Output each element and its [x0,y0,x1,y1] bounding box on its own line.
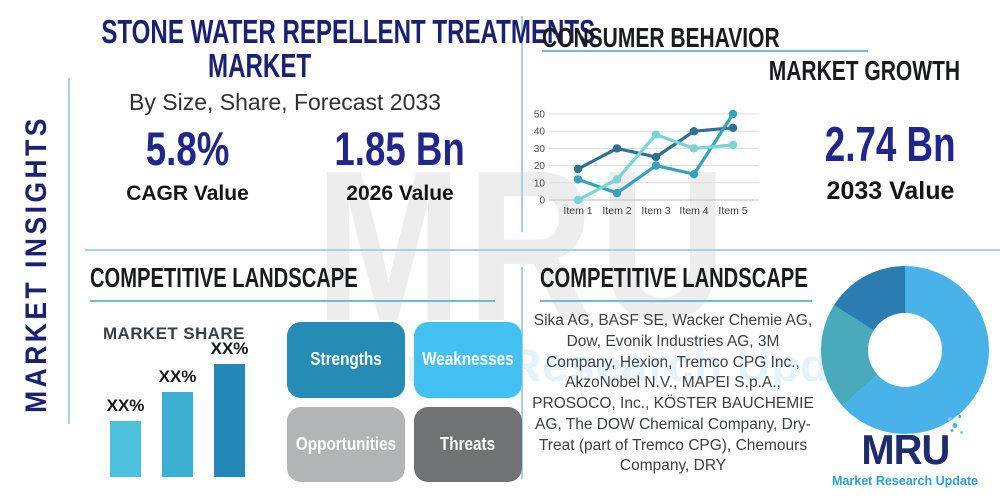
bar-column: XX% [159,367,196,477]
base-year-label: 2026 Value [346,182,454,206]
market-growth-line-chart: 0 10 20 30 40 50 Item 1 Item 2 Item 3 Item 4 Item … [534,109,759,217]
cagr-label: CAGR Value [126,182,249,206]
x-tick-label: Item 5 [718,205,747,217]
mru-logo: MRU Market Research Update [827,415,983,488]
swot-box-label: Threats [440,433,496,454]
left-vertical-divider [68,78,70,424]
y-tick-label: 50 [534,110,546,121]
competitive-landscape-left-heading-text: COMPETITIVE LANDSCAPE [90,262,358,293]
series-light-aqua-point [573,195,583,205]
base-year-stat: 1.85 Bn 2026 Value [295,124,505,206]
bar [214,364,245,477]
series-medium-teal-point [573,175,583,184]
series-medium-teal-point [612,188,622,198]
swot-box-weaknesses: Weaknesses [414,322,522,398]
y-tick-label: 20 [534,161,546,172]
consumer-behavior-heading-text: CONSUMER BEHAVIOR [542,22,780,53]
company-list: Sika AG, BASF SE, Wacker Chemie AG, Dow,… [532,312,814,475]
bubble-icon [959,431,963,434]
competitive-landscape-right-heading-text: COMPETITIVE LANDSCAPE [540,262,808,293]
swot-grid: Strengths Weaknesses Opportunities Threats [287,322,522,482]
background-watermark-logo: MRU [315,125,732,366]
market-share-donut-chart [821,266,989,434]
series-light-aqua-point [689,144,699,153]
swot-box-strengths: Strengths [287,322,405,398]
bottom-center-vertical-divider [521,267,523,479]
forecast-value: 2.74 Bn [825,118,956,172]
competitive-landscape-left-underline [90,300,495,302]
swot-box-opportunities: Opportunities [287,406,405,482]
cagr-stat: 5.8% CAGR Value [85,124,290,206]
donut-hole [868,313,942,387]
horizontal-divider [85,249,1000,251]
series-light-aqua-point [612,175,622,184]
page-title-line2: MARKET [208,47,312,85]
swot-box-label: Strengths [310,349,382,370]
swot-box-label: Weaknesses [422,349,514,370]
y-tick-label: 40 [534,127,546,138]
competitive-landscape-left-heading: COMPETITIVE LANDSCAPE [90,262,462,294]
vertical-side-label: MARKET INSIGHTS [20,115,53,413]
y-tick-label: 30 [534,144,546,155]
series-medium-teal-point [689,170,699,179]
mru-logo-letters: MRU [860,426,950,473]
series-dark-blue-point [651,152,661,162]
forecast-stat: 2.74 Bn 2033 Value [803,118,978,206]
series-dark-blue-point [573,164,583,174]
forecast-label: 2033 Value [826,177,955,206]
bar-column: XX% [107,396,144,477]
mru-logo-text: MRU [860,415,963,473]
top-center-vertical-divider [521,16,523,232]
x-tick-label: Item 3 [641,205,670,217]
bar-value-label: XX% [106,396,145,415]
bar-value-label: XX% [210,339,249,358]
consumer-behavior-heading: CONSUMER BEHAVIOR [542,22,859,54]
market-share-bar-chart: XX% XX% XX% [107,334,248,477]
bubble-icon [951,423,957,428]
bar-column: XX% [211,339,248,477]
market-growth-heading: MARKET GROWTH [660,55,960,87]
bar [110,421,141,477]
series-medium-teal-point [728,109,738,119]
page-subtitle: By Size, Share, Forecast 2033 [129,89,441,115]
series-light-aqua-point [728,140,738,150]
x-tick-label: Item 2 [602,205,631,217]
base-year-value: 1.85 Bn [334,122,466,175]
series-dark-blue-point [612,144,622,153]
competitive-landscape-right-heading: COMPETITIVE LANDSCAPE [540,262,912,294]
swot-box-label: Opportunities [295,433,397,454]
series-light-aqua-point [651,130,661,139]
mru-logo-tagline: Market Research Update [832,474,978,488]
series-medium-teal-point [651,161,661,170]
bubble-icon [947,417,951,421]
cagr-value: 5.8% [145,122,230,175]
page-title: STONE WATER REPELLENT TREATMENTS MARKET [10,14,595,85]
bubble-icon [949,429,953,432]
x-tick-label: Item 4 [679,205,708,217]
bar [162,392,193,477]
bar-value-label: XX% [158,367,197,386]
series-dark-blue-point [689,127,699,136]
x-tick-label: Item 1 [563,205,592,217]
y-tick-label: 10 [534,178,546,189]
bubble-icon [957,415,961,418]
competitive-landscape-right-underline [540,300,812,302]
consumer-behavior-underline [542,50,868,52]
market-growth-heading-text: MARKET GROWTH [768,55,960,86]
y-tick-label: 0 [539,196,545,207]
swot-box-threats: Threats [414,406,522,482]
market-share-label: MARKET SHARE [103,324,245,343]
series-dark-blue-point [728,123,738,132]
page-title-line1: STONE WATER REPELLENT TREATMENTS [101,13,596,50]
